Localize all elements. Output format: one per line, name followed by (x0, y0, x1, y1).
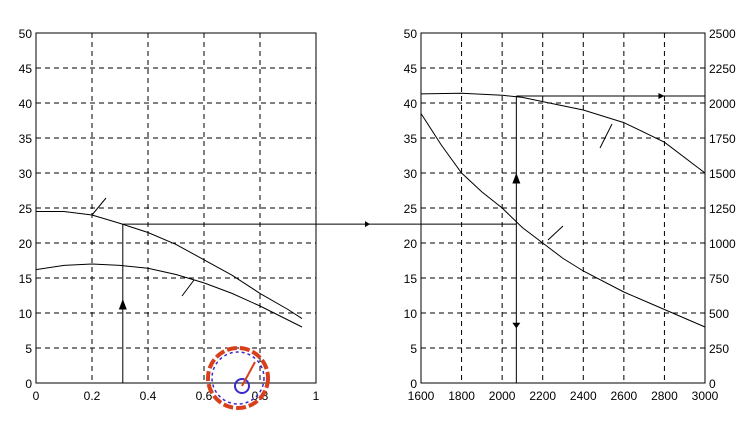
inner-circle-icon (234, 378, 250, 394)
y-tick-label: 30 (19, 167, 33, 181)
y-tick-label: 5 (410, 342, 417, 356)
y-tick-label: 40 (19, 97, 33, 111)
y-tick-label: 20 (404, 237, 418, 251)
x-tick-label: 2400 (570, 389, 597, 403)
plot-frame (420, 32, 706, 384)
arrow-up-icon (512, 173, 521, 184)
label-leader (599, 123, 613, 149)
arrow-up-icon (118, 299, 127, 310)
x-tick-label: 1800 (448, 389, 475, 403)
y-tick-label: 20 (19, 237, 33, 251)
y2-tick-label: 500 (709, 307, 729, 321)
arrow-right-icon (365, 221, 370, 228)
y-tick-label: 30 (404, 167, 418, 181)
y2-tick-label: 250 (709, 342, 729, 356)
y-tick-label: 35 (19, 132, 33, 146)
y2-tick-label: 750 (709, 272, 729, 286)
x-tick-label: 2600 (611, 389, 638, 403)
y-tick-label: 45 (404, 62, 418, 76)
y-tick-label: 45 (19, 62, 33, 76)
label-leader (91, 197, 107, 216)
x-tick-label: 0.4 (140, 389, 157, 403)
watermark-logo (206, 346, 270, 410)
label-leader (181, 279, 195, 297)
x-tick-label: 2000 (489, 389, 516, 403)
y2-tick-label: 2000 (709, 97, 736, 111)
y-tick-label: 0 (25, 377, 32, 391)
needle-icon (241, 361, 256, 387)
y-tick-label: 25 (19, 202, 33, 216)
y-tick-label: 15 (19, 272, 33, 286)
x-tick-label: 3000 (692, 389, 719, 403)
gear-icon (206, 346, 270, 410)
x-tick-label: 2800 (651, 389, 678, 403)
x-tick-label: 0.2 (84, 389, 101, 403)
x-tick-label: 1600 (408, 389, 435, 403)
y-tick-label: 50 (404, 27, 418, 41)
x-tick-label: 0.6 (196, 389, 213, 403)
y-tick-label: 10 (19, 307, 33, 321)
gear-inner-icon (211, 351, 265, 405)
y2-tick-label: 2250 (709, 62, 736, 76)
arrow-down-icon (512, 322, 521, 329)
series-line-lamda1p (35, 263, 303, 328)
x-tick-label: 0 (33, 389, 40, 403)
plot-frame (35, 32, 317, 384)
guide-lines (118, 93, 705, 383)
x-tick-label: 2200 (529, 389, 556, 403)
y2-tick-label: 1250 (709, 202, 736, 216)
y-tick-label: 10 (404, 307, 418, 321)
series-line-lamdad (420, 113, 706, 328)
y2-tick-label: 1000 (709, 237, 736, 251)
y2-tick-label: 1750 (709, 132, 736, 146)
label-leader (547, 225, 564, 241)
y-tick-label: 5 (25, 342, 32, 356)
y-tick-label: 50 (19, 27, 33, 41)
y-tick-label: 25 (404, 202, 418, 216)
y2-tick-label: 2500 (709, 27, 736, 41)
series-line-lamda1c (36, 211, 303, 320)
plot-1: 1600 1800 2000 2200 2400 2600 2800 300005101520… (404, 27, 736, 403)
x-tick-label: 1 (313, 389, 320, 403)
y2-tick-label: 0 (709, 377, 716, 391)
series-line-Md (420, 92, 706, 174)
y2-tick-label: 1500 (709, 167, 736, 181)
y-tick-label: 15 (404, 272, 418, 286)
y-tick-label: 35 (404, 132, 418, 146)
y-tick-label: 0 (410, 377, 417, 391)
y-tick-label: 40 (404, 97, 418, 111)
arrow-right-icon (658, 93, 665, 99)
